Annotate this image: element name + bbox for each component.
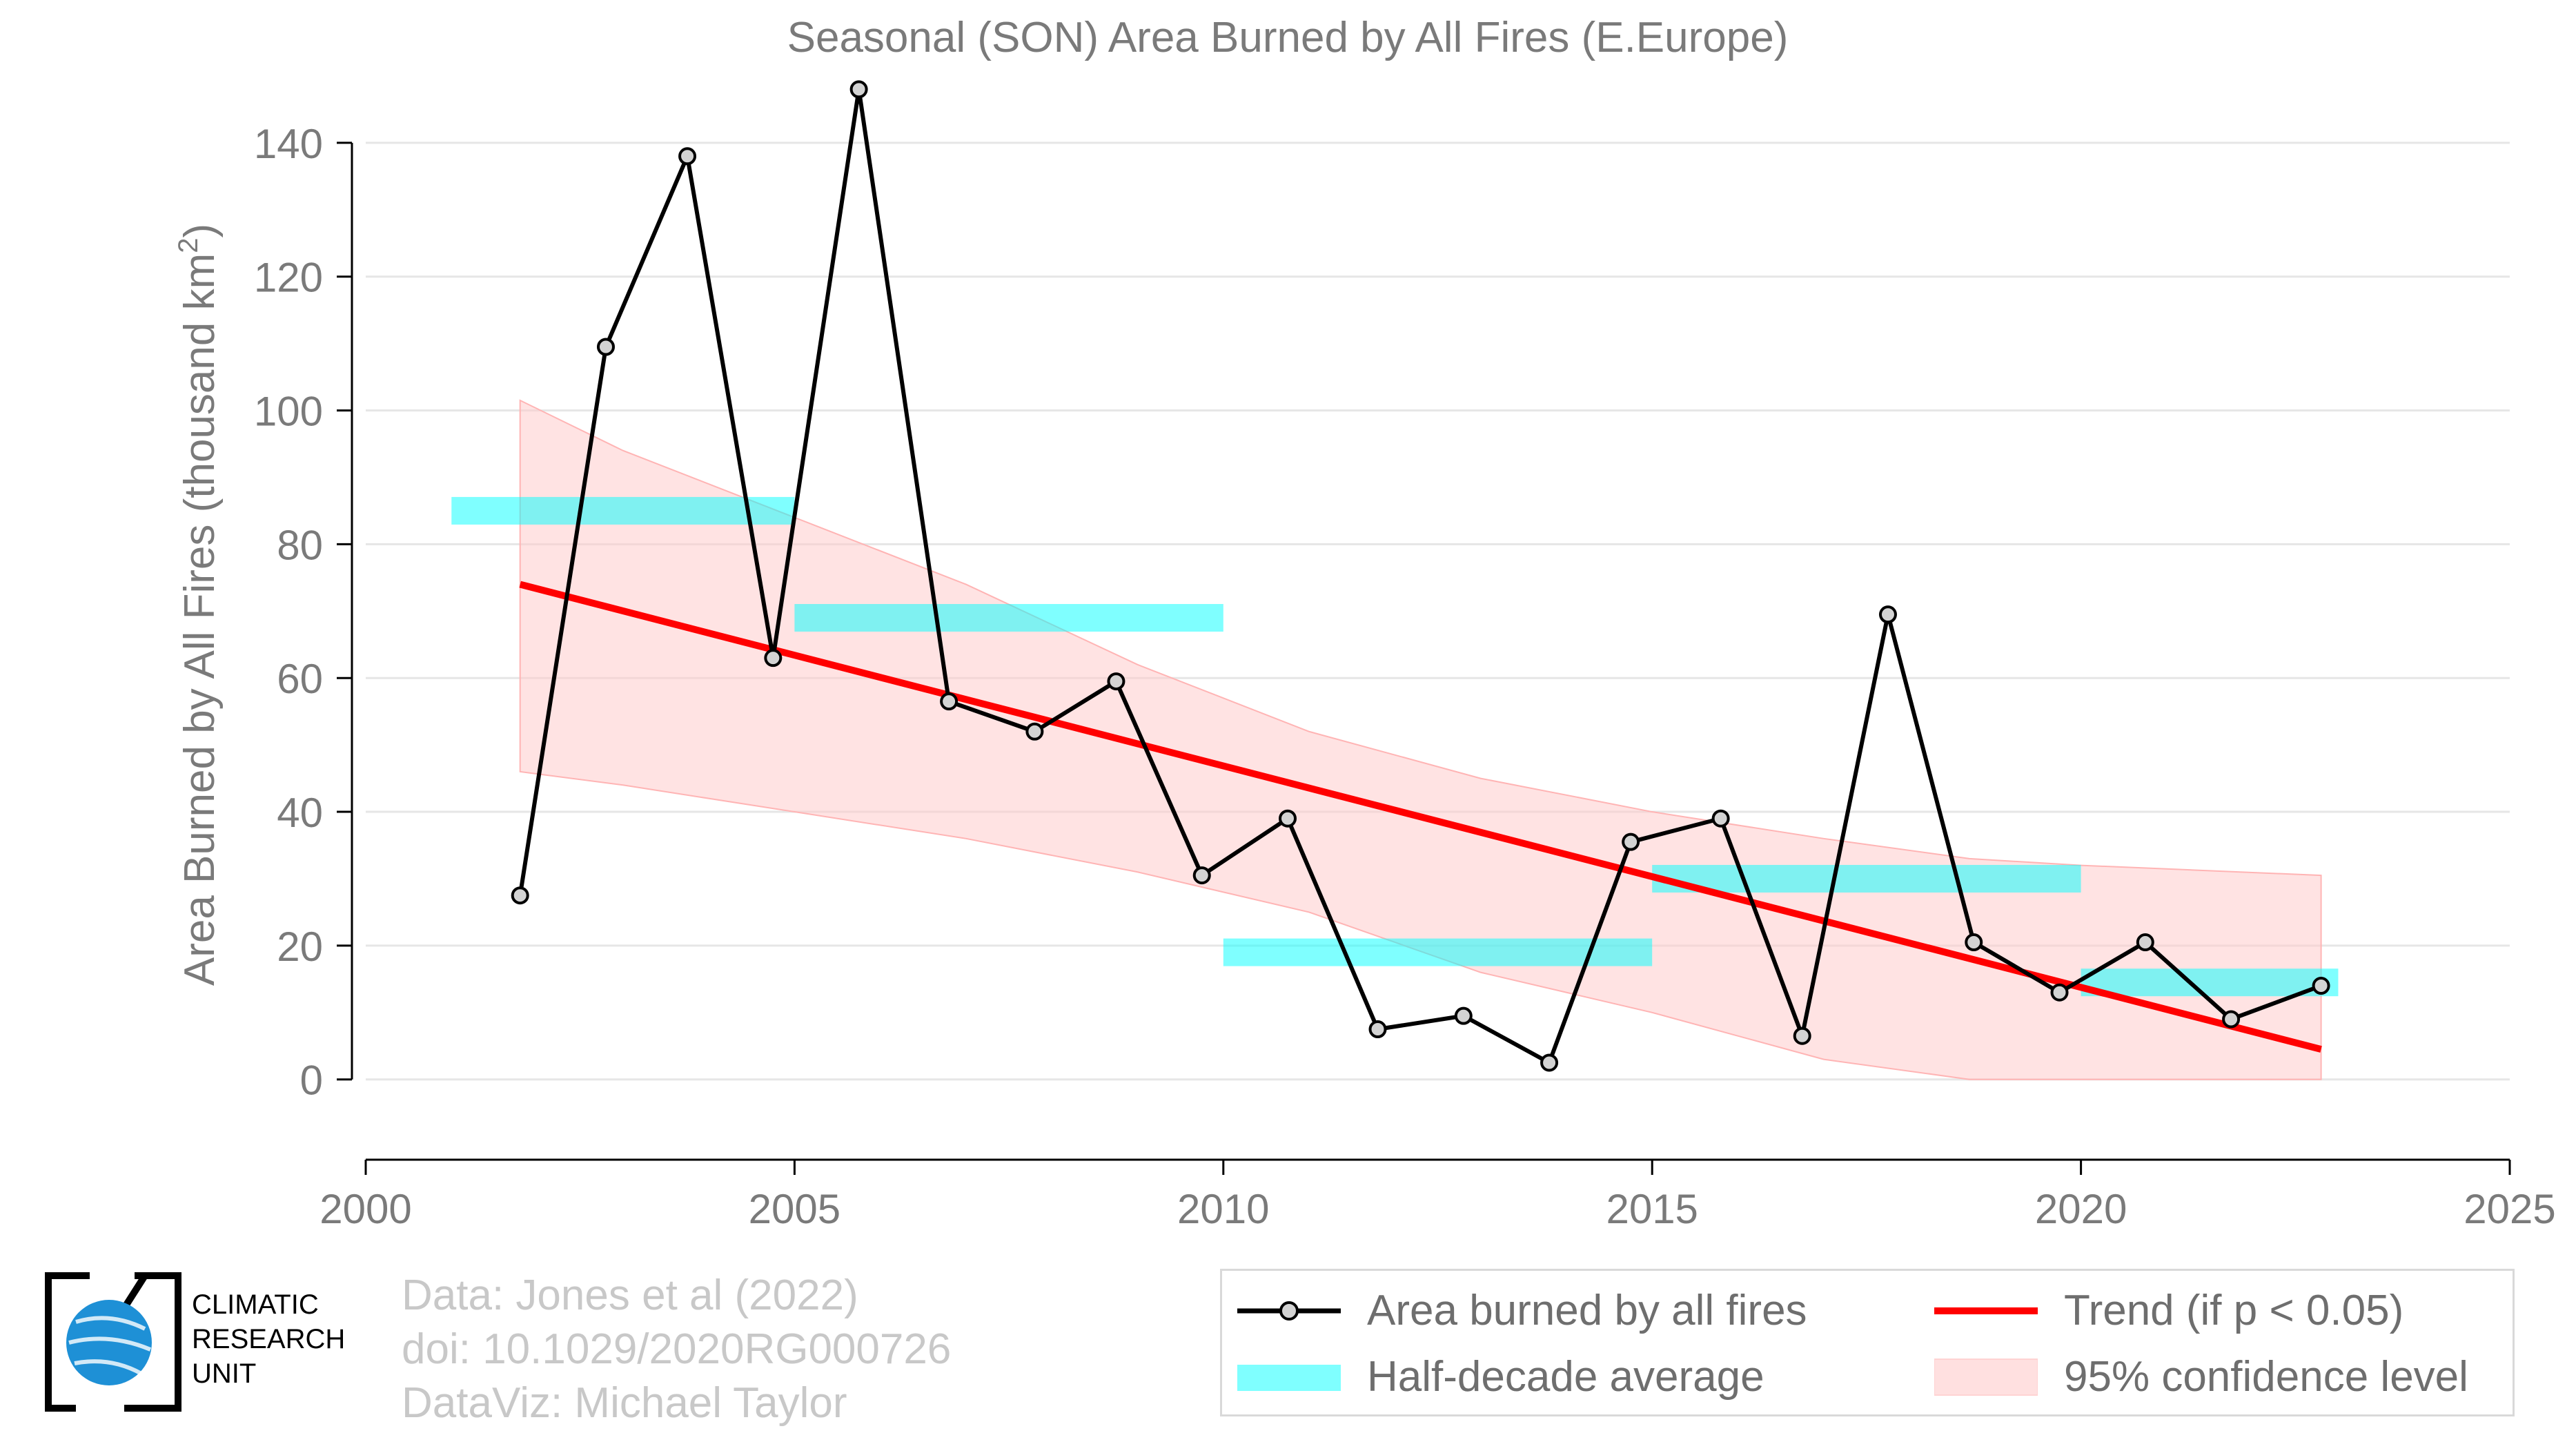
logo-line-3: UNIT [192,1359,257,1389]
legend-label-average: Half-decade average [1367,1353,1764,1401]
data-point [1368,1020,1387,1039]
trend-line [519,581,2322,1053]
legend-item-series: Area burned by all fires [1222,1283,1885,1338]
credit-doi: doi: 10.1029/2020RG000726 [402,1325,952,1373]
confidence-patch-icon [1934,1359,2038,1396]
half-decade-average-bar [451,496,795,525]
line-marker-icon [1237,1301,1341,1321]
confidence-band [519,399,2322,1080]
logo-text: CLIMATIC RESEARCH UNIT [192,1287,345,1391]
y-tick-label: 0 [300,1058,323,1104]
x-tick-label: 2015 [1606,1186,1698,1232]
y-tick-label: 140 [254,121,323,167]
x-tick-label: 2000 [319,1186,411,1232]
data-point [1107,672,1125,691]
chart-title: Seasonal (SON) Area Burned by All Fires … [787,14,1789,61]
data-point [1793,1026,1811,1045]
data-point [596,338,615,356]
data-point [2312,977,2330,995]
data-point [511,886,529,905]
legend: Area burned by all fires Trend (if p < 0… [1220,1269,2515,1416]
logo-line-2: RESEARCH [192,1324,346,1354]
credit-data: Data: Jones et al (2022) [402,1272,858,1319]
y-tick-label: 40 [277,790,323,836]
half-decade-average-bar [1652,864,2081,893]
legend-label-confidence: 95% confidence level [2064,1353,2468,1401]
legend-item-confidence: 95% confidence level [1919,1350,2506,1405]
half-decade-average-bar [2081,968,2339,997]
x-axis: 2000 2005 2010 2015 2020 2025 [319,1158,2556,1232]
series-line [518,87,2322,1065]
y-tick-label: 120 [254,255,323,301]
y-axis-label: Area Burned by All Fires (thousand km2) [173,224,224,986]
y-tick-label: 80 [277,522,323,568]
logo-bracket-right [124,1272,181,1412]
confidence-band-layer [519,399,2322,1080]
y-tick-label: 20 [277,924,323,970]
data-point [1711,809,1730,828]
legend-item-trend: Trend (if p < 0.05) [1919,1283,2506,1338]
x-tick-label: 2020 [2035,1186,2127,1232]
legend-item-average: Half-decade average [1222,1350,1885,1405]
data-point [1025,722,1044,741]
trend-layer [519,581,2322,1053]
logo-bracket-left [45,1272,90,1412]
legend-label-trend: Trend (if p < 0.05) [2064,1287,2404,1334]
trend-line-icon [1934,1307,2038,1314]
half-decade-average-layer [451,496,2339,997]
series-layer [511,80,2330,1072]
legend-label-series: Area burned by all fires [1367,1287,1807,1334]
logo-line-1: CLIMATIC [192,1289,319,1320]
data-point [764,649,783,668]
data-point [1878,605,1897,624]
cru-logo [45,1272,181,1412]
y-axis: 0 20 40 60 80 100 120 140 [254,121,353,1104]
data-point [1454,1006,1473,1025]
x-tick-label: 2025 [2464,1186,2555,1232]
average-bar-icon [1237,1365,1341,1391]
data-point [1279,809,1297,828]
data-point [849,80,868,99]
data-point [1540,1053,1559,1072]
data-point [678,147,697,166]
x-tick-label: 2005 [749,1186,840,1232]
y-tick-label: 100 [254,389,323,435]
data-point [1622,832,1640,851]
data-point [2222,1010,2241,1029]
half-decade-average-bar [794,604,1223,632]
data-point [1192,866,1211,885]
credits: Data: Jones et al (2022) doi: 10.1029/20… [402,1269,951,1430]
data-point [2050,983,2069,1002]
y-tick-label: 60 [277,656,323,702]
half-decade-average-bar [1223,938,1653,966]
credit-dataviz: DataViz: Michael Taylor [402,1379,847,1427]
data-point [940,692,958,711]
data-point [2136,933,2154,952]
data-point [1965,933,1983,952]
x-tick-label: 2010 [1177,1186,1269,1232]
